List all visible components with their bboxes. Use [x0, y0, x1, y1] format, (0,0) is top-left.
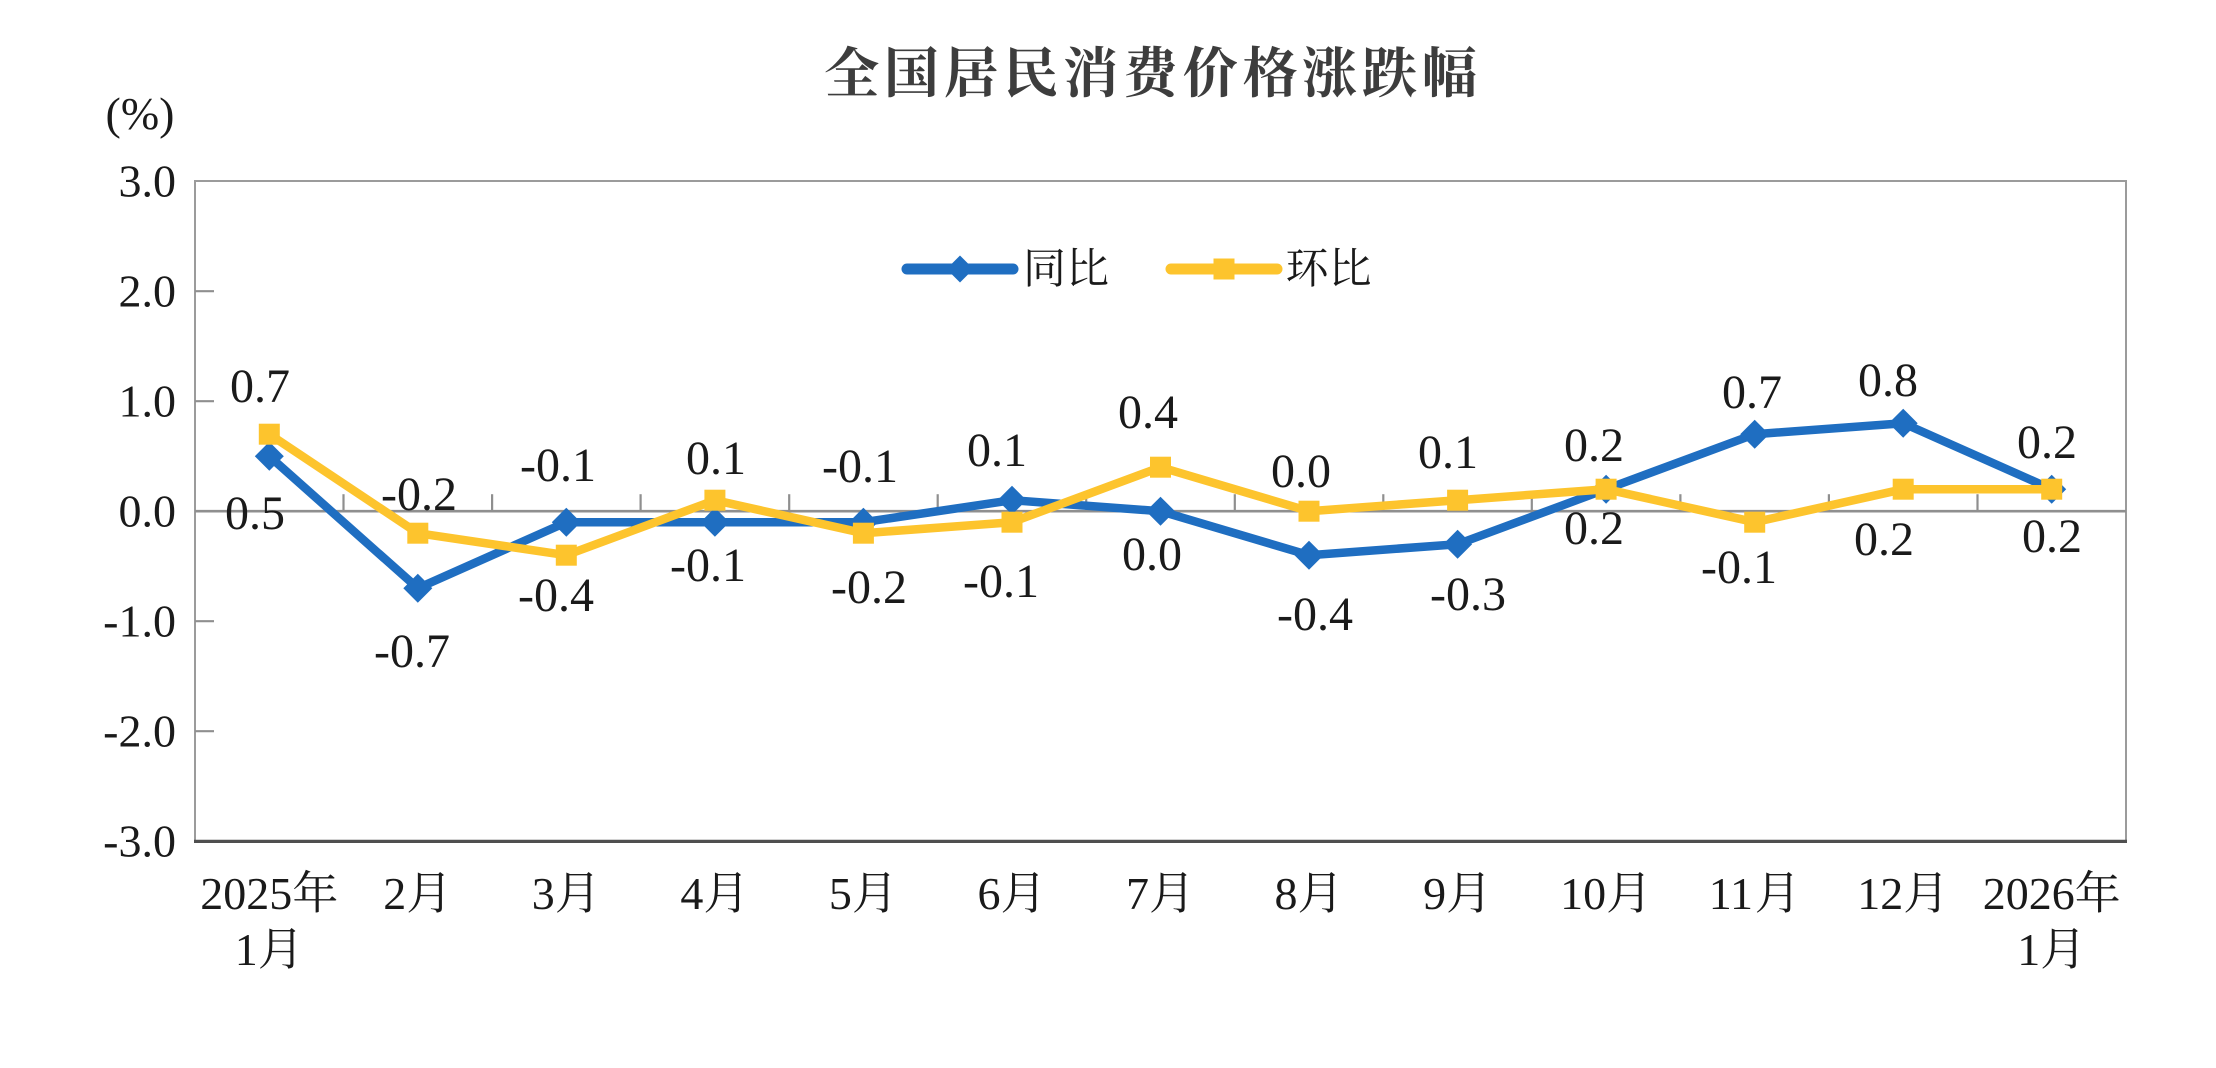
svg-text:0.7: 0.7 — [230, 360, 290, 413]
svg-text:6: 6 — [978, 868, 1001, 919]
svg-text:-0.2: -0.2 — [831, 561, 907, 614]
svg-text:7: 7 — [1126, 868, 1149, 919]
svg-text:0.2: 0.2 — [1854, 513, 1914, 566]
svg-text:12: 12 — [1857, 868, 1903, 919]
svg-text:0.4: 0.4 — [1118, 386, 1178, 439]
svg-text:8: 8 — [1275, 868, 1298, 919]
svg-text:0.2: 0.2 — [2022, 510, 2082, 563]
svg-text:1: 1 — [2017, 924, 2040, 975]
svg-text:0.1: 0.1 — [1418, 426, 1478, 479]
svg-text:1: 1 — [235, 924, 258, 975]
svg-text:-0.3: -0.3 — [1430, 568, 1506, 621]
svg-text:-1.0: -1.0 — [103, 595, 176, 646]
svg-text:-0.1: -0.1 — [670, 539, 746, 592]
svg-text:-0.4: -0.4 — [518, 569, 594, 622]
svg-text:0.7: 0.7 — [1722, 366, 1782, 419]
svg-text:-0.1: -0.1 — [1701, 541, 1777, 594]
svg-text:0.2: 0.2 — [1564, 502, 1624, 555]
svg-text:0.2: 0.2 — [1564, 419, 1624, 472]
svg-text:-0.1: -0.1 — [963, 555, 1039, 608]
svg-text:0.5: 0.5 — [225, 487, 285, 540]
svg-text:-0.1: -0.1 — [520, 439, 596, 492]
svg-text:2026: 2026 — [1983, 868, 2075, 919]
svg-text:11: 11 — [1709, 868, 1753, 919]
svg-text:9: 9 — [1423, 868, 1446, 919]
svg-text:3.0: 3.0 — [119, 155, 177, 206]
svg-text:0.0: 0.0 — [1122, 528, 1182, 581]
svg-text:5: 5 — [829, 868, 852, 919]
svg-text:0.0: 0.0 — [1271, 445, 1331, 498]
svg-text:-3.0: -3.0 — [103, 815, 176, 866]
svg-text:0.8: 0.8 — [1858, 354, 1918, 407]
svg-text:10: 10 — [1560, 868, 1606, 919]
svg-text:-0.7: -0.7 — [374, 625, 450, 678]
svg-text:0.2: 0.2 — [2017, 416, 2077, 469]
svg-text:2.0: 2.0 — [119, 265, 177, 316]
svg-text:-0.2: -0.2 — [381, 468, 457, 521]
svg-text:0.0: 0.0 — [119, 485, 177, 536]
svg-text:3: 3 — [532, 868, 555, 919]
svg-text:4: 4 — [680, 868, 703, 919]
svg-text:-0.1: -0.1 — [822, 440, 898, 493]
svg-text:-2.0: -2.0 — [103, 705, 176, 756]
svg-text:-0.4: -0.4 — [1277, 588, 1353, 641]
svg-text:2025: 2025 — [200, 868, 292, 919]
svg-text:0.1: 0.1 — [686, 432, 746, 485]
svg-text:2: 2 — [383, 868, 406, 919]
svg-text:0.1: 0.1 — [967, 424, 1027, 477]
svg-text:(%): (%) — [106, 88, 175, 139]
svg-text:1.0: 1.0 — [119, 375, 177, 426]
